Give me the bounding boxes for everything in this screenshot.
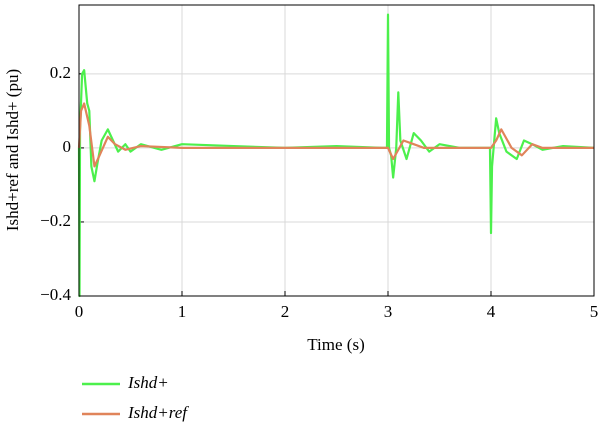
y-tick-label: −0.2 <box>40 211 71 230</box>
x-tick-label: 0 <box>75 302 84 321</box>
x-tick-label: 1 <box>178 302 187 321</box>
x-tick-label: 5 <box>590 302 599 321</box>
plot-frame <box>78 4 595 297</box>
legend-label: Ishd+ref <box>127 403 189 422</box>
y-axis-label: Ishd+ref and Ishd+ (pu) <box>3 69 22 231</box>
y-tick-label: −0.4 <box>40 285 71 304</box>
x-tick-label: 2 <box>281 302 290 321</box>
x-axis-label: Time (s) <box>307 335 364 354</box>
y-tick-label: 0 <box>63 137 72 156</box>
x-tick-label: 4 <box>487 302 496 321</box>
legend-label: Ishd+ <box>127 373 169 392</box>
series-line <box>77 13 595 298</box>
y-tick-label: 0.2 <box>50 63 71 82</box>
x-tick-label: 3 <box>384 302 393 321</box>
series-line <box>77 102 594 168</box>
